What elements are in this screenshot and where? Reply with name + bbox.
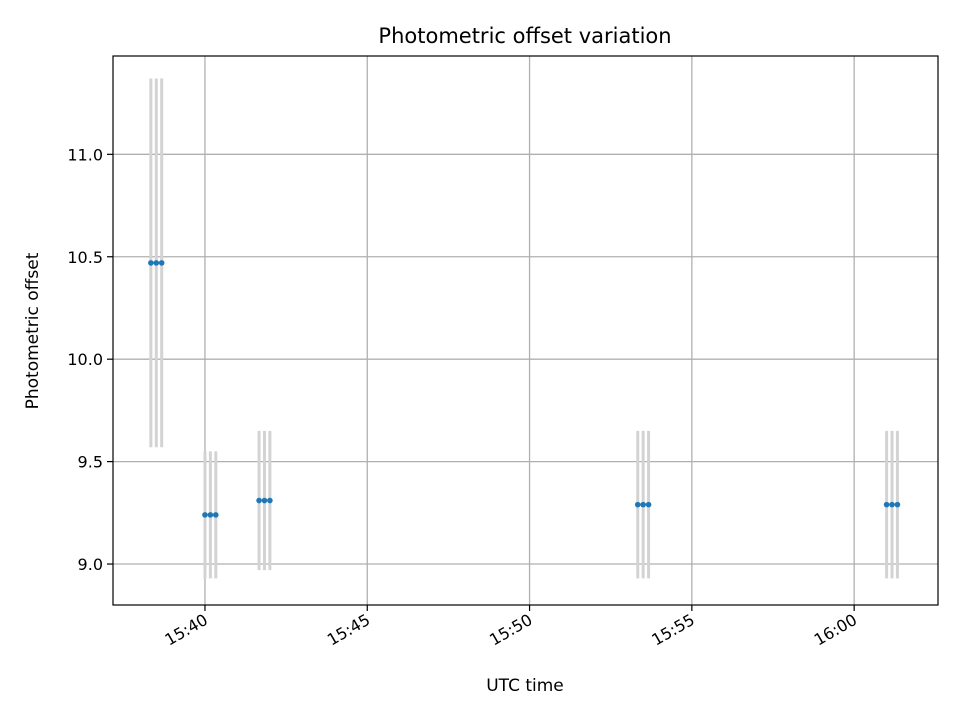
data-point [256,497,262,504]
plot-frame [112,55,939,606]
data-point [207,512,214,518]
y-tick-label: 9.5 [78,453,103,472]
y-axis-label: Photometric offset [23,252,43,409]
data-point [212,512,219,518]
data-point [202,512,208,518]
data-point [634,501,641,508]
data-point [640,501,646,508]
data-point [267,497,273,504]
chart-title: Photometric offset variation [378,24,671,48]
data-point [645,501,652,508]
y-tick-label: 11.0 [67,145,103,164]
y-tick-label: 9.0 [78,555,103,574]
data-points [148,260,901,518]
data-point [153,260,160,266]
y-tick-label: 10.0 [67,350,103,369]
data-point [894,501,901,508]
y-tick-label: 10.5 [67,248,103,267]
data-point [148,260,154,266]
data-point [261,497,268,504]
x-axis-label: UTC time [486,676,564,696]
data-point [889,501,895,508]
data-point [158,260,165,266]
grid [113,56,938,605]
y-axis-ticks: 9.0 9.5 10.0 10.5 11.0 [67,145,113,574]
data-point [883,501,890,508]
